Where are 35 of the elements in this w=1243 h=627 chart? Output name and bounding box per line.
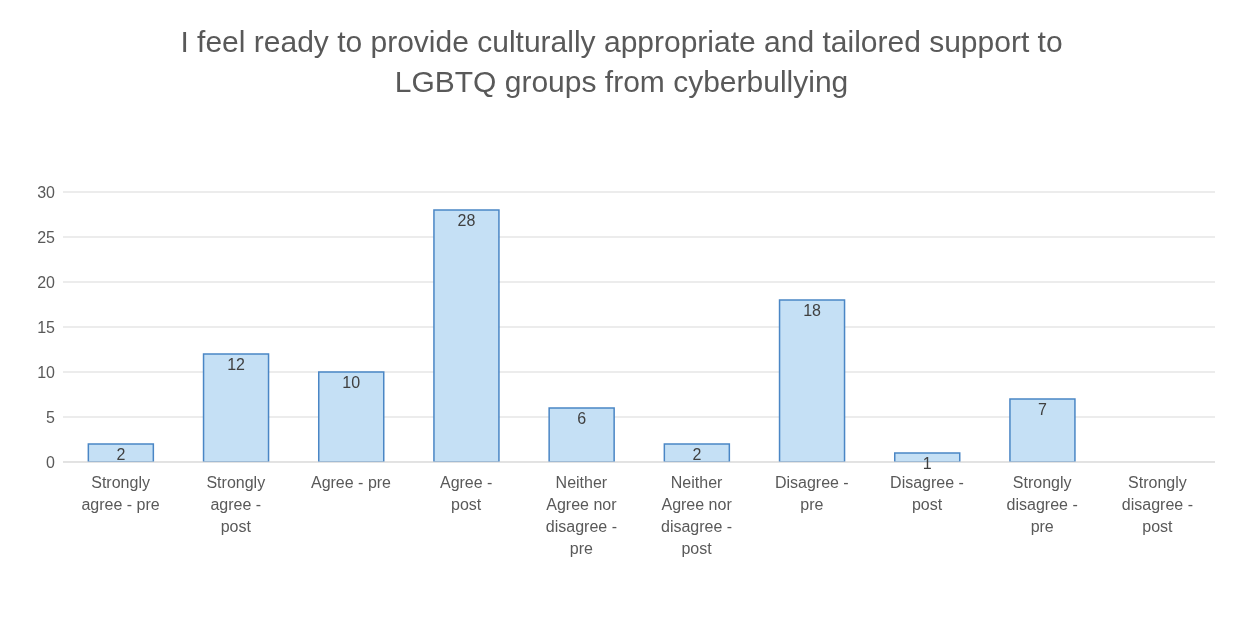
- x-tick-label: Strongly disagree - post: [1121, 474, 1193, 535]
- bar: [433, 209, 500, 462]
- bar: [1009, 398, 1076, 462]
- data-label: 1: [922, 455, 932, 473]
- x-tick-label: Disagree - pre: [774, 474, 849, 513]
- y-tick-label: 15: [37, 318, 56, 336]
- x-tick-label: Disagree - post: [890, 474, 964, 513]
- y-tick-label: 10: [37, 363, 56, 381]
- data-label: 28: [457, 212, 476, 230]
- data-label: 18: [803, 302, 822, 320]
- x-tick-label: Neither Agree nor disagree - post: [661, 474, 733, 557]
- data-label: 7: [1037, 401, 1047, 419]
- bar: [663, 443, 731, 462]
- bar: [317, 371, 385, 462]
- data-label: 6: [577, 410, 587, 428]
- x-tick-label: Strongly agree - pre: [81, 474, 160, 513]
- bar: [202, 353, 270, 462]
- data-label: 12: [227, 356, 246, 374]
- x-tick-label: Strongly disagree - pre: [1006, 474, 1078, 535]
- y-tick-label: 25: [37, 228, 56, 246]
- chart-title: I feel ready to provide culturally appropriate and tailored support to LGBTQ groups from cyberbullying: [179, 24, 1064, 100]
- x-tick-label: Agree - post: [439, 474, 493, 513]
- bar: [778, 299, 846, 462]
- data-label: 2: [692, 446, 702, 464]
- y-tick-label: 20: [37, 273, 56, 291]
- y-tick-label: 5: [46, 408, 56, 426]
- y-tick-label: 30: [37, 183, 56, 201]
- x-tick-label: Strongly agree - post: [206, 474, 266, 535]
- bar: [548, 407, 615, 462]
- y-tick-label: 0: [46, 453, 56, 471]
- x-tick-label: Agree - pre: [310, 474, 392, 491]
- x-tick-label: Neither Agree nor disagree - pre: [545, 474, 618, 557]
- bar: [87, 443, 155, 462]
- data-label: 2: [116, 446, 126, 464]
- data-label: 10: [342, 374, 361, 392]
